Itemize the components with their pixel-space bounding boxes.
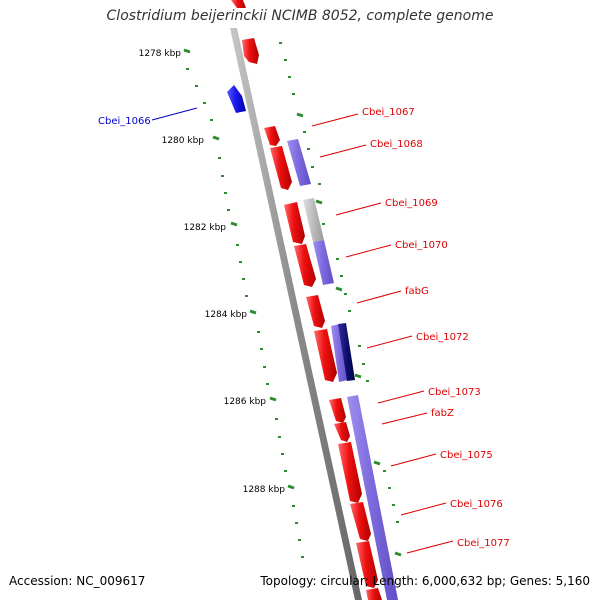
gene-label-cbei-1068[interactable]: Cbei_1068 <box>370 139 423 150</box>
gene-label-cbei-1070[interactable]: Cbei_1070 <box>395 240 448 251</box>
gene-labels: Cbei_1066 Cbei_1067 Cbei_1068 Cbei_1069 … <box>98 107 510 549</box>
map-title: Clostridium beijerinckii NCIMB 8052, com… <box>106 8 494 24</box>
gene-label-cbei-1077[interactable]: Cbei_1077 <box>457 538 510 549</box>
cds-arrow-cbei-1077 <box>356 541 378 588</box>
accession-text: Accession: NC_009617 <box>9 574 146 588</box>
cds-arrow-top-fragment <box>231 0 246 8</box>
cds-arrow-cbei-1072 <box>314 329 337 382</box>
gene-label-cbei-1076[interactable]: Cbei_1076 <box>450 499 503 510</box>
feature-block <box>338 323 355 381</box>
kbp-tick-labels: 1278 kbp 1280 kbp 1282 kbp 1284 kbp 1286… <box>139 49 286 495</box>
gene-label-fabz[interactable]: fabZ <box>431 408 454 419</box>
feature-block <box>331 324 348 382</box>
feature-block <box>303 198 324 242</box>
cds-arrow-cbei-1066 <box>227 85 246 113</box>
genome-backbone <box>230 28 362 600</box>
tick-dots <box>183 42 402 558</box>
cds-arrow-bottom-fragment <box>366 588 382 600</box>
gene-label-cbei-1072[interactable]: Cbei_1072 <box>416 332 469 343</box>
cds-arrows <box>227 0 382 600</box>
cds-arrow-fabG <box>306 295 325 328</box>
cds-arrow-cbei-1067 <box>264 126 280 146</box>
cds-arrow-cbei-1068 <box>270 146 292 190</box>
cds-arrow-cbei-1070 <box>294 244 316 287</box>
kbp-tick-label: 1282 kbp <box>184 223 227 233</box>
feature-block <box>347 395 398 600</box>
topology-text: Topology: circular; Length: 6,000,632 bp… <box>260 574 590 588</box>
feature-block <box>287 139 311 186</box>
label-leaders <box>151 107 454 554</box>
gene-label-cbei-1075[interactable]: Cbei_1075 <box>440 450 493 461</box>
kbp-tick-label: 1288 kbp <box>243 485 286 495</box>
gene-label-fabg[interactable]: fabG <box>405 286 429 297</box>
kbp-tick-label: 1280 kbp <box>162 136 205 146</box>
cds-arrow <box>242 38 259 64</box>
kbp-tick-label: 1284 kbp <box>205 310 248 320</box>
gene-label-cbei-1067[interactable]: Cbei_1067 <box>362 107 415 118</box>
gene-label-cbei-1069[interactable]: Cbei_1069 <box>385 198 438 209</box>
feature-track <box>287 139 398 600</box>
kbp-tick-label: 1286 kbp <box>224 397 267 407</box>
kbp-tick-label: 1278 kbp <box>139 49 182 59</box>
cds-arrow-cbei-1076 <box>350 502 371 541</box>
cds-arrow-cbei-1075 <box>338 442 362 503</box>
cds-arrow-fabZ <box>334 422 350 442</box>
gene-label-cbei-1066[interactable]: Cbei_1066 <box>98 116 151 127</box>
feature-block <box>313 240 334 285</box>
cds-arrow-cbei-1073 <box>329 398 346 423</box>
gene-label-cbei-1073[interactable]: Cbei_1073 <box>428 387 481 398</box>
cds-arrow-cbei-1069 <box>284 202 305 244</box>
